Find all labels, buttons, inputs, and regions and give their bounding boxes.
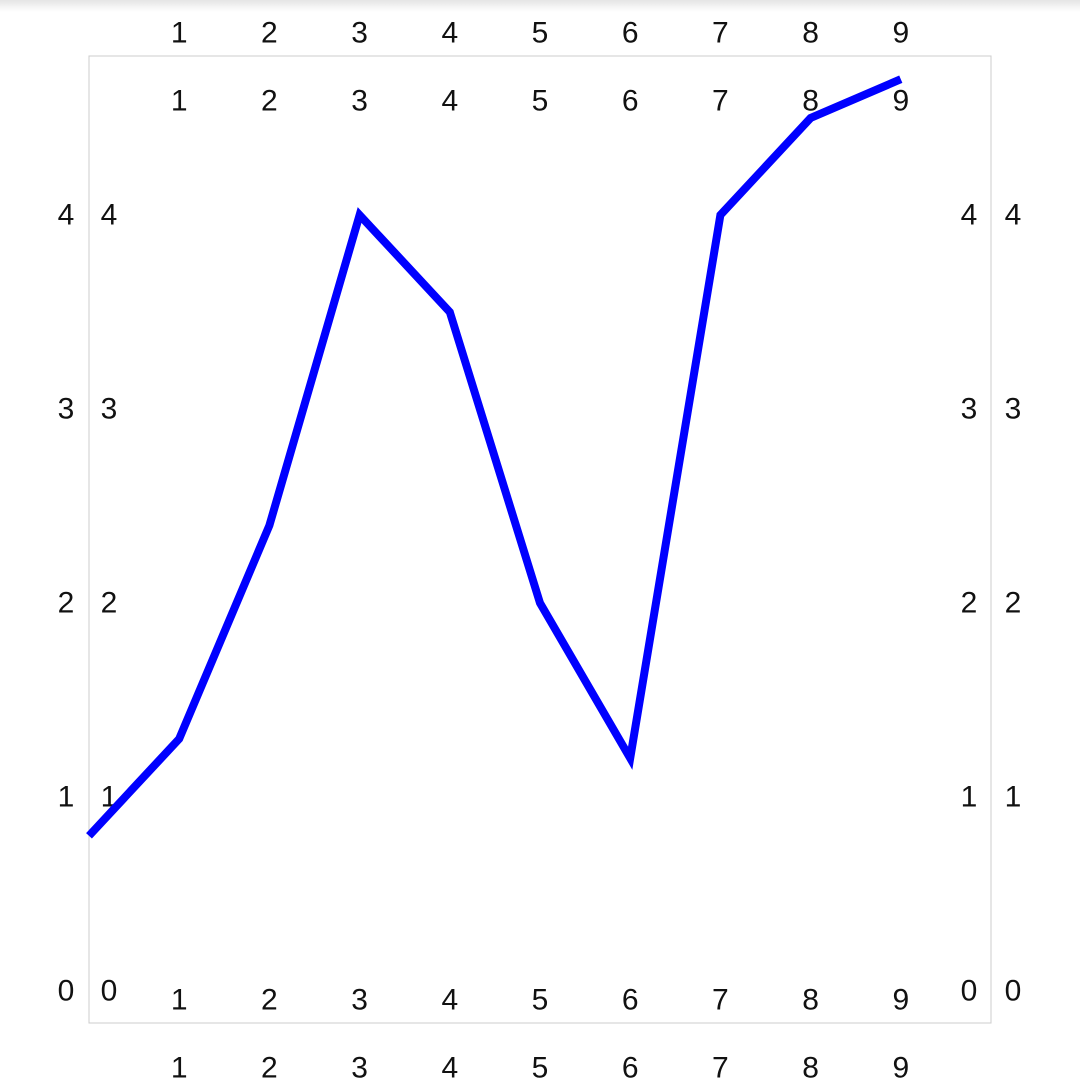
y-tick-label-left-inner: 2 [101, 587, 118, 620]
x-tick-label-bottom-inner: 2 [261, 984, 278, 1017]
x-tick-label-bottom-outer: 8 [802, 1052, 819, 1080]
x-tick-label-top-inner: 1 [171, 85, 188, 118]
y-tick-label-left-outer: 0 [58, 975, 75, 1008]
x-tick-label-bottom-outer: 1 [171, 1052, 188, 1080]
x-tick-label-top-inner: 3 [351, 85, 368, 118]
y-tick-label-left-outer: 4 [58, 199, 75, 232]
x-tick-label-top-inner: 6 [622, 85, 639, 118]
x-tick-label-bottom-outer: 2 [261, 1052, 278, 1080]
x-tick-label-bottom-inner: 4 [441, 984, 458, 1017]
x-tick-label-top-outer: 1 [171, 17, 188, 50]
y-tick-label-right-inner: 2 [961, 587, 978, 620]
y-tick-label-right-inner: 1 [961, 781, 978, 814]
x-tick-label-top-outer: 2 [261, 17, 278, 50]
x-tick-label-bottom-inner: 7 [712, 984, 729, 1017]
y-tick-label-right-outer: 4 [1005, 199, 1022, 232]
tick-labels: 1 2 3 4 5 6 7 8 9 1 2 3 4 5 6 7 8 9 1 2 3 4 5 6 7 8 9 1 2 3 4 5 6 7 8 9 0 1 2 3… [58, 17, 1022, 1080]
x-tick-label-bottom-inner: 1 [171, 984, 188, 1017]
x-tick-label-top-inner: 5 [532, 85, 549, 118]
x-tick-label-bottom-inner: 6 [622, 984, 639, 1017]
series-lines [86, 75, 903, 839]
x-tick-label-bottom-outer: 6 [622, 1052, 639, 1080]
window-top-shadow [0, 0, 1080, 12]
x-tick-label-bottom-outer: 5 [532, 1052, 549, 1080]
x-tick-label-top-inner: 4 [441, 85, 458, 118]
y-tick-label-right-inner: 0 [961, 975, 978, 1008]
x-tick-label-bottom-inner: 8 [802, 984, 819, 1017]
x-tick-label-bottom-inner: 3 [351, 984, 368, 1017]
x-tick-label-bottom-inner: 5 [532, 984, 549, 1017]
x-tick-label-bottom-outer: 4 [441, 1052, 458, 1080]
x-tick-label-bottom-inner: 9 [892, 984, 909, 1017]
y-tick-label-left-inner: 4 [101, 199, 118, 232]
x-tick-label-top-inner: 9 [892, 85, 909, 118]
y-tick-label-right-outer: 1 [1005, 781, 1022, 814]
x-tick-label-top-outer: 6 [622, 17, 639, 50]
x-tick-label-top-outer: 5 [532, 17, 549, 50]
y-tick-label-left-inner: 3 [101, 393, 118, 426]
y-tick-label-right-outer: 3 [1005, 393, 1022, 426]
x-tick-label-top-inner: 8 [802, 85, 819, 118]
series-line-0 [86, 75, 903, 839]
x-tick-label-top-outer: 4 [441, 17, 458, 50]
y-tick-label-left-inner: 0 [101, 975, 118, 1008]
x-tick-label-top-outer: 8 [802, 17, 819, 50]
y-tick-label-right-outer: 2 [1005, 587, 1022, 620]
x-tick-label-bottom-outer: 3 [351, 1052, 368, 1080]
x-tick-label-bottom-outer: 9 [892, 1052, 909, 1080]
x-tick-label-top-inner: 7 [712, 85, 729, 118]
y-tick-label-right-inner: 3 [961, 393, 978, 426]
y-tick-label-right-outer: 0 [1005, 975, 1022, 1008]
x-tick-label-top-outer: 7 [712, 17, 729, 50]
plot-frame [88, 55, 992, 1024]
y-tick-label-left-outer: 1 [58, 781, 75, 814]
x-tick-label-top-outer: 3 [351, 17, 368, 50]
x-tick-label-top-inner: 2 [261, 85, 278, 118]
y-tick-label-left-outer: 2 [58, 587, 75, 620]
y-tick-label-right-inner: 4 [961, 199, 978, 232]
x-tick-label-top-outer: 9 [892, 17, 909, 50]
y-tick-label-left-outer: 3 [58, 393, 75, 426]
x-tick-label-bottom-outer: 7 [712, 1052, 729, 1080]
